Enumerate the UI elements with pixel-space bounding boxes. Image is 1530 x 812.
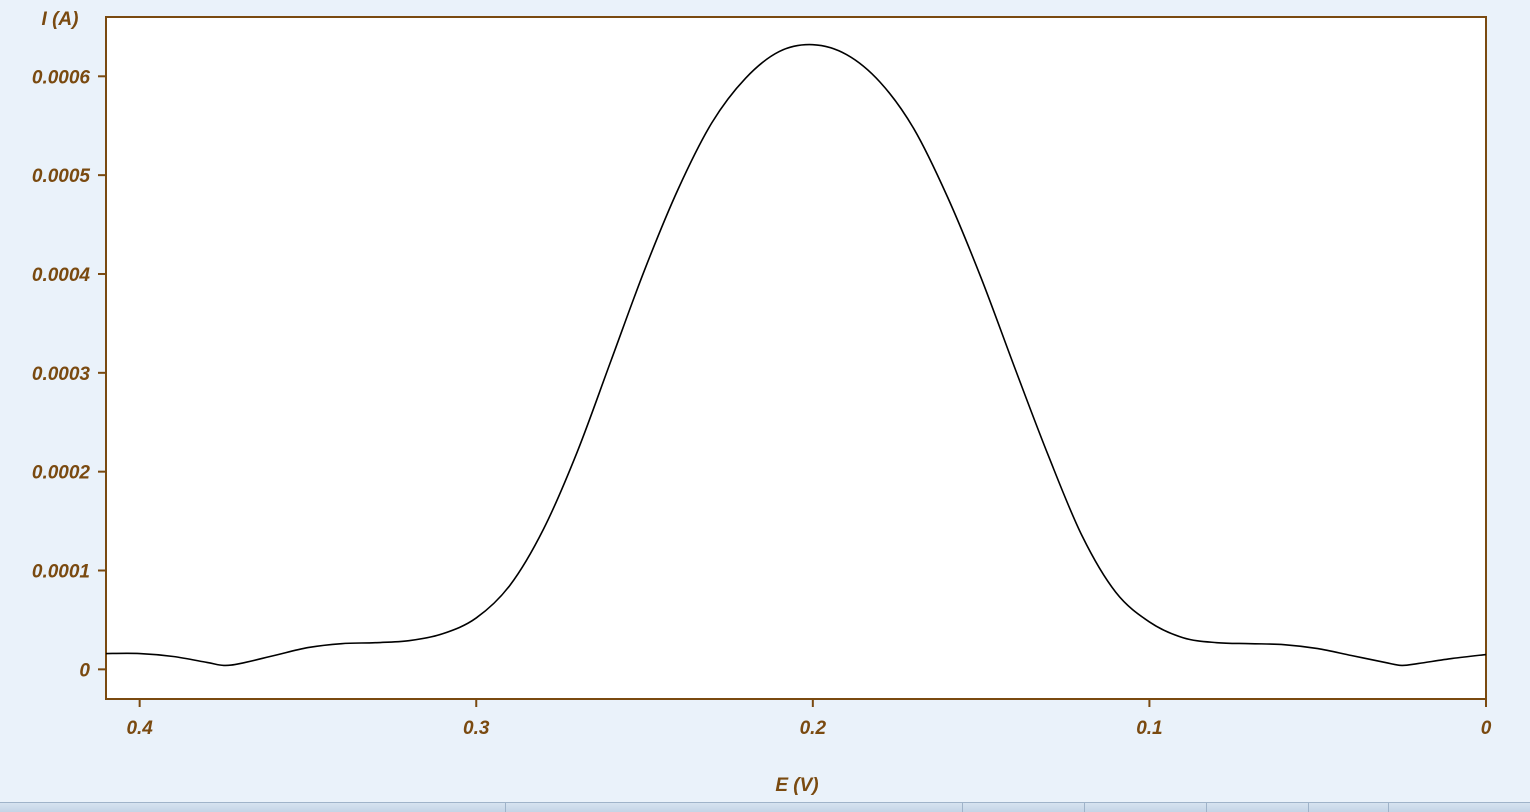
x-tick-label: 0.3: [463, 718, 490, 739]
y-axis-label: I (A): [42, 9, 79, 30]
y-tick-label: 0.0006: [32, 67, 91, 88]
x-tick-label: 0.1: [1136, 718, 1162, 739]
series-line: [105, 43, 1487, 667]
x-tick-label: 0.4: [126, 718, 153, 739]
y-tick-label: 0.0003: [32, 364, 91, 385]
status-bar: [0, 802, 1530, 812]
y-axis: 0 0.0001 0.0002 0.0003 0.0004 0.0005 0.0006: [32, 67, 106, 681]
plot-area: [105, 16, 1487, 700]
y-tick-label: 0: [79, 660, 90, 681]
x-tick-label: 0.2: [800, 718, 827, 739]
y-tick-label: 0.0005: [32, 166, 91, 187]
x-axis: 0.4 0.3 0.2 0.1 0: [126, 699, 1492, 739]
y-tick-label: 0.0002: [32, 463, 91, 484]
x-tick-label: 0: [1481, 718, 1492, 739]
x-axis-label: E (V): [775, 775, 818, 796]
y-tick-label: 0.0001: [32, 562, 90, 583]
y-tick-label: 0.0004: [32, 265, 91, 286]
